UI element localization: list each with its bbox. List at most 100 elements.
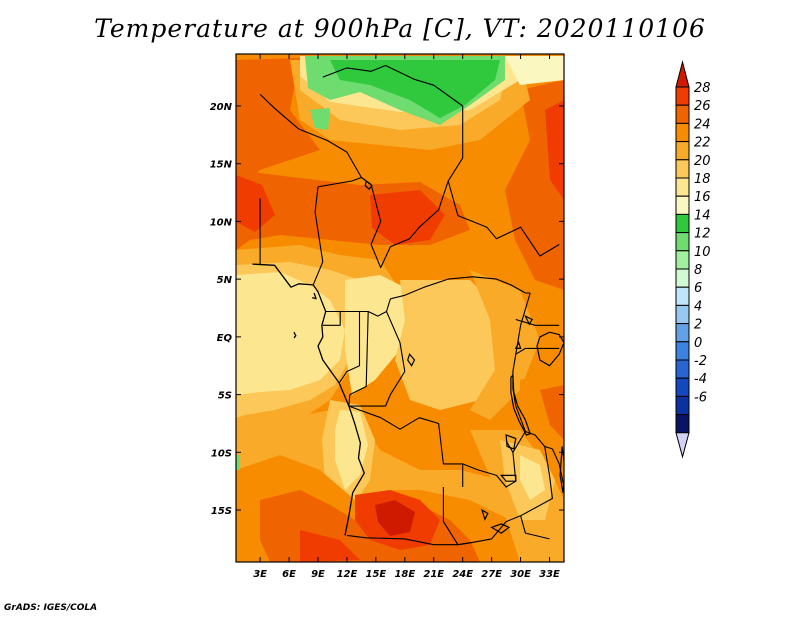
- colorbar-label: 18: [694, 172, 711, 187]
- country-border: [322, 311, 341, 326]
- band-north-ne-yellow: [505, 56, 564, 85]
- lat-label: 5N: [217, 275, 233, 286]
- colorbar-label: 16: [694, 190, 711, 205]
- colorbar-top-arrow: [675, 60, 690, 88]
- colorbar-swatch: [675, 141, 690, 161]
- lat-label: 10S: [211, 448, 232, 459]
- lon-label: 3E: [253, 569, 267, 580]
- coastline: [312, 292, 317, 300]
- axis-ticks: [236, 54, 564, 562]
- colorbar-swatch: [675, 359, 690, 379]
- band-16-angola-coast: [335, 410, 368, 490]
- lon-label: 24E: [452, 569, 473, 580]
- lon-label: 9E: [311, 569, 325, 580]
- lake-outline: [559, 446, 564, 493]
- lat-label: 10N: [210, 217, 233, 228]
- lake-outline: [500, 474, 517, 482]
- lake-outline: [524, 314, 534, 326]
- colorbar-swatch: [675, 286, 690, 306]
- colorbar-label: 8: [694, 263, 702, 278]
- colorbar-label: 24: [694, 117, 711, 132]
- colorbar-label: 2: [694, 318, 702, 333]
- country-border: [322, 64, 464, 107]
- colorbar-swatch: [675, 414, 690, 434]
- colorbar-label: 0: [694, 336, 702, 351]
- hot-core-west: [236, 175, 275, 232]
- band-24-tanzania: [540, 385, 564, 440]
- country-border: [515, 318, 560, 326]
- band-16-zambia: [520, 455, 545, 500]
- colorbar-label: -6: [694, 390, 707, 405]
- lon-label: 21E: [423, 569, 444, 580]
- lon-label: 27E: [481, 569, 502, 580]
- country-border: [390, 276, 531, 300]
- country-border: [512, 292, 531, 432]
- temperature-field: [236, 54, 564, 562]
- lake-outline: [490, 523, 511, 534]
- latitude-labels: 20N 15N 10N 5N EQ 5S 10S 15S: [210, 102, 233, 517]
- colorbar-swatch: [675, 250, 690, 270]
- lake-outline: [510, 373, 531, 436]
- colorbar-swatch: [675, 177, 690, 197]
- country-border: [520, 515, 550, 540]
- band-inland-congo: [345, 275, 420, 395]
- colorbar-swatch: [675, 341, 690, 361]
- warm-band-north-west: [236, 58, 320, 190]
- colorbar-label: 4: [694, 299, 702, 314]
- colorbar-swatch: [675, 268, 690, 288]
- country-border: [317, 176, 362, 188]
- country-border: [312, 186, 324, 286]
- country-border: [338, 311, 361, 384]
- colorbar-swatch: [675, 377, 690, 397]
- lon-label: 30E: [510, 569, 531, 580]
- colorbar-swatch: [675, 213, 690, 234]
- colorbar-bottom-arrow: [675, 432, 690, 459]
- lat-label: 20N: [210, 102, 233, 113]
- longitude-labels: 3E 6E 9E 12E 15E 18E 21E 24E 27E 30E 33E: [253, 569, 560, 580]
- band-12-green: [330, 60, 500, 118]
- colorbar-label: 14: [694, 208, 711, 223]
- country-border: [551, 448, 564, 488]
- hot-core-east: [545, 100, 564, 200]
- colorbar-swatch: [675, 86, 690, 106]
- lat-label: 15N: [210, 160, 233, 171]
- country-border: [348, 311, 406, 407]
- country-border: [447, 180, 560, 257]
- band-16-gulf-guinea: [236, 272, 345, 395]
- lat-label: EQ: [217, 333, 233, 344]
- lake-outline: [514, 341, 522, 349]
- lat-label: 5S: [218, 391, 232, 402]
- band-26-south-coast: [300, 530, 360, 562]
- country-border: [259, 94, 362, 178]
- lon-label: 15E: [366, 569, 387, 580]
- colorbar-label: 26: [694, 99, 711, 114]
- colorbar-label: 12: [694, 227, 711, 242]
- colorbar-swatch: [675, 232, 690, 252]
- country-border: [348, 311, 369, 407]
- colorbar-label: 28: [694, 81, 711, 96]
- credit-text: GrADS: IGES/COLA: [4, 603, 98, 613]
- country-border: [348, 405, 464, 487]
- colorbar-swatch: [675, 304, 690, 325]
- map-title: Temperature at 900hPa [C], VT: 202011010…: [94, 14, 706, 43]
- colorbar-swatch: [675, 195, 690, 215]
- colorbar-swatch: [675, 104, 690, 124]
- coastline: [293, 331, 297, 339]
- map-frame: [235, 53, 565, 563]
- lon-label: 6E: [282, 569, 296, 580]
- colorbar-label: 22: [694, 136, 711, 151]
- colorbar-label: -4: [694, 372, 707, 387]
- lon-label: 33E: [539, 569, 560, 580]
- coastline: [252, 263, 365, 536]
- green-spot-west: [310, 108, 330, 130]
- lon-label: 18E: [394, 569, 415, 580]
- green-sliver-west: [236, 455, 240, 470]
- lat-label: 15S: [211, 506, 232, 517]
- colorbar-swatch: [675, 395, 690, 416]
- colorbar-label: 10: [694, 245, 711, 260]
- lake-outline: [364, 179, 373, 190]
- lake-outline: [505, 434, 517, 450]
- hot-core-sahel: [370, 190, 445, 245]
